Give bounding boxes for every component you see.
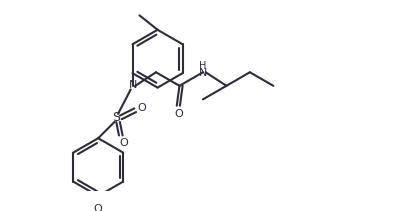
Text: N: N xyxy=(129,80,137,90)
Text: O: O xyxy=(119,138,128,148)
Text: O: O xyxy=(174,109,183,119)
Text: O: O xyxy=(137,103,146,113)
Text: O: O xyxy=(94,204,103,211)
Text: H: H xyxy=(199,61,207,71)
Text: N: N xyxy=(199,68,207,78)
Text: S: S xyxy=(112,111,120,124)
